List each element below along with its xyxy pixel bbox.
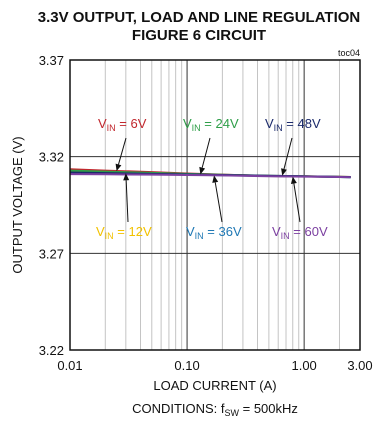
x-tick-label: 0.10 xyxy=(174,358,199,373)
chart-tag: toc04 xyxy=(338,48,360,58)
annotation-arrow-line xyxy=(201,137,211,168)
annotation-label: VIN = 6V xyxy=(98,116,147,133)
grid xyxy=(70,59,361,351)
annotation-arrow-line xyxy=(214,182,223,223)
annotation-label: VIN = 12V xyxy=(96,224,152,241)
annotation-label: VIN = 24V xyxy=(183,116,239,133)
x-tick-label: 0.01 xyxy=(57,358,82,373)
annotation-arrow-line xyxy=(125,180,129,223)
annotation-arrow-line xyxy=(283,137,293,170)
annotation-arrow-head xyxy=(123,173,130,181)
annotation-arrow-head xyxy=(290,176,297,184)
annotation-label: VIN = 60V xyxy=(272,224,328,241)
x-tick-label: 3.00 xyxy=(347,358,372,373)
annotation-label: VIN = 36V xyxy=(186,224,242,241)
annotation-arrow-head xyxy=(115,163,122,172)
conditions-prefix: CONDITIONS: f xyxy=(132,401,225,416)
y-tick-label: 3.27 xyxy=(39,246,64,261)
annotations: VIN = 6V VIN = 24V VIN = 48V VIN = 12V VIN =… xyxy=(96,116,328,241)
x-tick-label: 1.00 xyxy=(291,358,316,373)
y-tick-label: 3.37 xyxy=(39,53,64,68)
series-layer xyxy=(69,168,351,179)
annotation-arrow-line xyxy=(118,137,127,165)
chart-subtitle: FIGURE 6 CIRCUIT xyxy=(132,27,266,44)
annotation-arrow-head xyxy=(212,175,219,183)
annotation-label: VIN = 48V xyxy=(265,116,321,133)
annotation-arrow-line xyxy=(293,183,301,223)
conditions-note: CONDITIONS: fSW = 500kHz xyxy=(132,401,298,418)
chart-title: 3.3V OUTPUT, LOAD AND LINE REGULATION xyxy=(38,9,361,26)
y-axis-label: OUTPUT VOLTAGE (V) xyxy=(10,136,25,273)
series-line xyxy=(69,173,351,179)
annotation-arrow-head xyxy=(199,166,206,175)
conditions-sub: SW xyxy=(225,408,240,418)
plot-frame xyxy=(69,59,361,351)
y-tick-label: 3.22 xyxy=(39,343,64,358)
x-axis-label: LOAD CURRENT (A) xyxy=(153,378,276,393)
conditions-suffix: = 500kHz xyxy=(239,401,298,416)
annotation-arrow-head xyxy=(281,168,287,176)
tick-labels: 0.01 0.10 1.00 3.00 3.22 3.27 3.32 3.37 xyxy=(39,53,373,373)
y-tick-label: 3.32 xyxy=(39,150,64,165)
